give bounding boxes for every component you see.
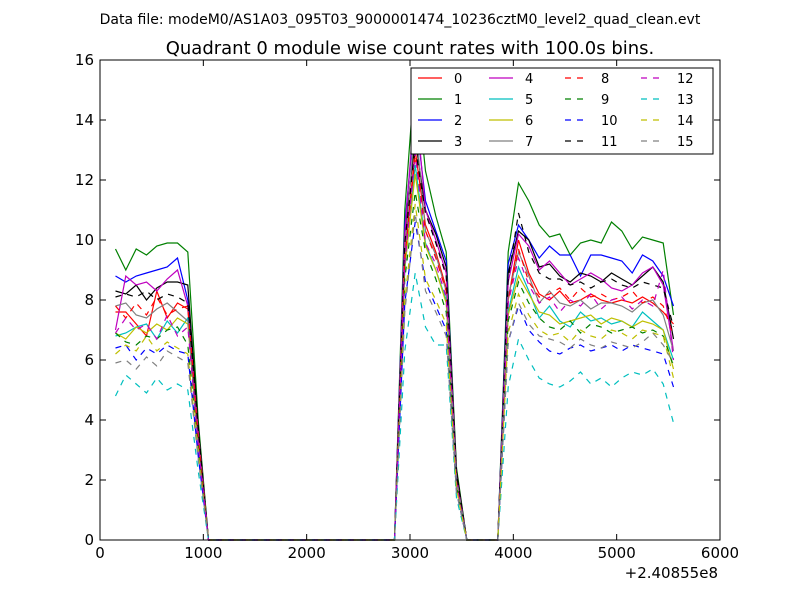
y-tick-label: 14 xyxy=(75,111,94,129)
series-line-3 xyxy=(115,137,675,541)
x-tick-label: 4000 xyxy=(494,544,532,562)
legend-label-14: 14 xyxy=(677,114,694,129)
x-offset-label: +2.40855e8 xyxy=(625,564,718,582)
series-line-12 xyxy=(115,152,675,541)
y-tick-label: 4 xyxy=(84,411,94,429)
legend-label-7: 7 xyxy=(525,135,533,150)
y-tick-label: 12 xyxy=(75,171,94,189)
legend-label-15: 15 xyxy=(677,135,694,150)
series-line-11 xyxy=(115,146,675,541)
legend-box xyxy=(410,67,714,155)
y-tick-label: 2 xyxy=(84,471,94,489)
series-line-10 xyxy=(115,221,675,541)
x-tick-label: 3000 xyxy=(391,544,429,562)
chart-suptitle: Data file: modeM0/AS1A03_095T03_90000014… xyxy=(100,12,701,28)
x-tick-label: 2000 xyxy=(288,544,326,562)
y-tick-label: 10 xyxy=(75,231,94,249)
legend-label-11: 11 xyxy=(601,135,618,150)
legend-label-13: 13 xyxy=(677,93,694,108)
series-line-9 xyxy=(115,191,675,541)
x-tick-label: 6000 xyxy=(701,544,739,562)
legend-label-5: 5 xyxy=(525,93,533,108)
chart-title: Quadrant 0 module wise count rates with … xyxy=(166,38,655,59)
series-line-8 xyxy=(115,155,675,541)
y-tick-label: 16 xyxy=(75,51,94,69)
legend-label-1: 1 xyxy=(454,93,462,108)
series-line-6 xyxy=(115,173,675,541)
series-line-5 xyxy=(115,164,675,541)
legend-label-8: 8 xyxy=(601,72,609,87)
legend-label-9: 9 xyxy=(601,93,609,108)
series-line-4 xyxy=(114,95,675,541)
y-tick-label: 0 xyxy=(84,531,94,549)
x-tick-label: 1000 xyxy=(184,544,222,562)
legend-label-3: 3 xyxy=(454,135,462,150)
legend-label-2: 2 xyxy=(454,114,462,129)
x-tick-label: 0 xyxy=(95,544,105,562)
y-tick-label: 8 xyxy=(84,291,94,309)
series-line-13 xyxy=(114,272,675,541)
series-line-14 xyxy=(115,203,675,541)
legend-label-4: 4 xyxy=(525,72,533,87)
legend-label-6: 6 xyxy=(525,114,533,129)
legend-label-10: 10 xyxy=(601,114,618,129)
y-tick-label: 6 xyxy=(84,351,94,369)
legend-label-12: 12 xyxy=(677,72,694,87)
x-tick-label: 5000 xyxy=(598,544,636,562)
legend-label-0: 0 xyxy=(454,72,462,87)
series-line-15 xyxy=(115,212,675,541)
